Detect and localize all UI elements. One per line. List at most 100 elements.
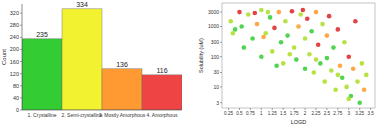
point: [281, 61, 286, 66]
point: [351, 66, 356, 71]
point: [294, 57, 299, 62]
tick: [220, 12, 222, 13]
point: [274, 63, 279, 68]
tick: [261, 108, 262, 110]
point: [318, 61, 323, 66]
point: [292, 45, 297, 50]
tick-label: 2.25: [312, 111, 321, 116]
point: [303, 66, 308, 71]
tick: [337, 108, 338, 110]
point: [259, 8, 264, 13]
data-label: 334: [76, 1, 88, 8]
point: [333, 88, 338, 93]
x-label: LOGD: [291, 119, 307, 125]
tick: [315, 108, 316, 110]
tick: [283, 108, 284, 110]
point: [327, 14, 332, 19]
point: [340, 76, 345, 81]
point: [325, 33, 330, 38]
tick-label: 1.25: [268, 111, 277, 116]
point: [312, 70, 317, 75]
point: [250, 36, 255, 41]
tick-label: 1: [260, 111, 263, 116]
tick-label: 1.75: [290, 111, 299, 116]
point: [307, 52, 312, 57]
x-axis: [22, 110, 182, 111]
point: [338, 63, 343, 68]
point: [272, 26, 277, 31]
point: [320, 22, 325, 27]
figure: 040801201602002402803202351. Crystalline…: [0, 0, 378, 126]
point: [279, 40, 284, 45]
bars: [22, 9, 182, 110]
point: [316, 42, 321, 47]
tick-label: 100: [211, 54, 220, 60]
point: [362, 88, 367, 93]
category-label: 3. Mostly Amorphous: [99, 112, 146, 118]
tick-label: 300: [211, 39, 220, 45]
bar: [102, 69, 142, 110]
point: [325, 56, 330, 61]
point: [296, 24, 301, 29]
tick-label: 0.5: [236, 111, 243, 116]
point: [357, 100, 362, 105]
tick: [272, 108, 273, 110]
tick: [220, 56, 222, 57]
bar: [142, 75, 182, 110]
point: [314, 10, 319, 15]
category-label: 4. Amorphous: [147, 112, 178, 118]
point: [322, 79, 327, 84]
point: [261, 35, 266, 40]
point: [364, 73, 369, 78]
point: [270, 49, 275, 54]
tick: [359, 108, 360, 110]
point: [298, 12, 303, 17]
tick-label: 280: [10, 22, 19, 28]
tick-label: 40: [13, 95, 19, 101]
tick-label: 200: [10, 46, 19, 52]
point: [346, 97, 351, 102]
point: [336, 73, 341, 78]
tick-label: 0.75: [246, 111, 255, 116]
tick-label: 320: [10, 10, 19, 16]
tick-label: 2: [304, 111, 307, 116]
tick-label: 3: [216, 100, 219, 106]
tick: [220, 42, 222, 43]
point: [285, 33, 290, 38]
tick-label: 3.5: [367, 111, 374, 116]
point: [360, 61, 365, 66]
category-label: 2. Semi-crystalline: [62, 112, 103, 118]
tick: [348, 108, 349, 110]
point: [255, 22, 260, 27]
tick-label: 160: [10, 59, 19, 65]
category-label: 1. Crystalline: [28, 112, 57, 118]
point: [290, 9, 295, 14]
tick-label: 10: [213, 84, 219, 90]
tick-label: 80: [13, 83, 19, 89]
point: [346, 54, 351, 59]
tick: [220, 86, 222, 87]
tick-label: 2.75: [333, 111, 342, 116]
tick-label: 120: [10, 71, 19, 77]
point: [268, 15, 273, 20]
point: [353, 19, 358, 24]
bar: [22, 39, 62, 110]
tick-label: 1.5: [280, 111, 287, 116]
point: [237, 10, 242, 15]
point: [336, 27, 341, 32]
tick: [326, 108, 327, 110]
point: [266, 10, 271, 15]
point: [303, 36, 308, 41]
point: [228, 19, 233, 24]
points: [228, 8, 368, 105]
tick: [220, 72, 222, 73]
point: [309, 29, 314, 34]
tick-label: 30: [213, 69, 219, 75]
tick-label: 240: [10, 34, 19, 40]
tick-label: 3: [347, 111, 350, 116]
point: [283, 19, 288, 24]
tick-label: 3.25: [355, 111, 364, 116]
point: [301, 8, 306, 13]
point: [242, 45, 247, 50]
tick: [370, 108, 371, 110]
